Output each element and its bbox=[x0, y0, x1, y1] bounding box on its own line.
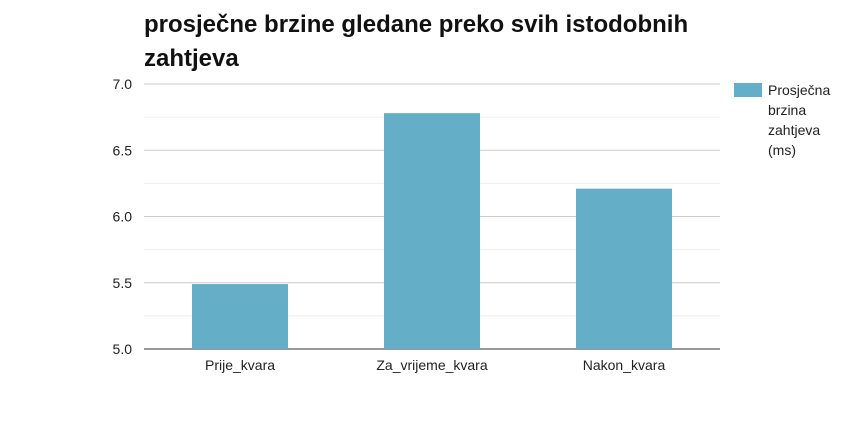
legend-swatch bbox=[734, 83, 762, 97]
chart-title: prosječne brzine gledane preko svih isto… bbox=[144, 11, 689, 72]
bar-nakon-kvara bbox=[576, 188, 672, 349]
bars bbox=[192, 113, 672, 350]
x-tick-label: Za_vrijeme_kvara bbox=[376, 357, 487, 373]
x-tick-label: Prije_kvara bbox=[205, 357, 275, 373]
bar-prije-kvara bbox=[192, 284, 288, 349]
y-tick-label: 5.0 bbox=[113, 341, 133, 357]
x-axis-labels: Prije_kvara Za_vrijeme_kvara Nakon_kvara bbox=[205, 357, 665, 373]
y-tick-label: 6.0 bbox=[113, 209, 133, 225]
y-tick-label: 6.5 bbox=[113, 142, 133, 158]
legend-label: Prosječna brzina zahtjeva (ms) bbox=[768, 82, 831, 158]
x-tick-label: Nakon_kvara bbox=[583, 357, 666, 373]
y-tick-label: 7.0 bbox=[113, 76, 133, 92]
y-axis-ticks: 5.0 5.5 6.0 6.5 7.0 bbox=[113, 76, 133, 357]
y-tick-label: 5.5 bbox=[113, 275, 133, 291]
bar-za-vrijeme-kvara bbox=[384, 113, 480, 350]
